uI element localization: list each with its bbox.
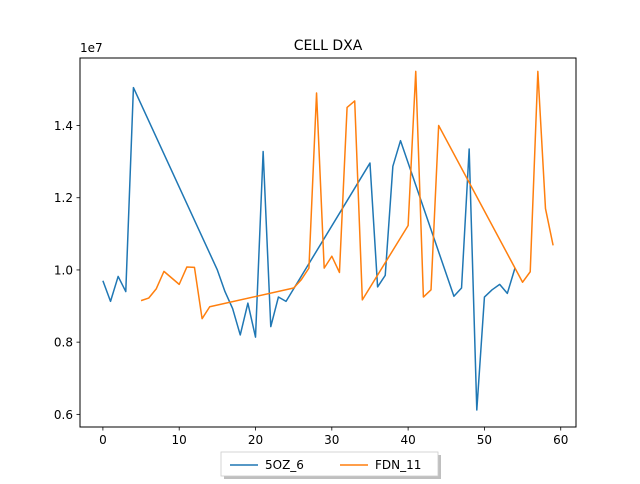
x-tick-label: 10 bbox=[172, 433, 187, 447]
plot-frame bbox=[79, 57, 577, 428]
x-axis: 0 10 20 30 40 50 60 bbox=[99, 427, 568, 447]
series-line-0 bbox=[102, 86, 516, 411]
x-tick-label: 50 bbox=[477, 433, 492, 447]
series-line-1 bbox=[140, 70, 554, 320]
y-tick-label: 1.0 bbox=[54, 263, 73, 277]
x-tick-label: 20 bbox=[248, 433, 263, 447]
chart-title: CELL DXA bbox=[294, 38, 363, 54]
y-offset-label: 1e7 bbox=[80, 41, 103, 55]
legend: 5OZ_6 FDN_11 bbox=[220, 451, 441, 479]
x-tick-label: 30 bbox=[324, 433, 339, 447]
x-tick-label: 0 bbox=[99, 433, 107, 447]
y-axis: 0.6 0.8 1.0 1.2 1.4 bbox=[54, 119, 80, 422]
y-tick-label: 1.4 bbox=[54, 119, 73, 133]
y-tick-label: 0.6 bbox=[54, 408, 73, 422]
x-tick-label: 60 bbox=[553, 433, 568, 447]
x-tick-label: 40 bbox=[400, 433, 415, 447]
y-tick-label: 1.2 bbox=[54, 191, 73, 205]
legend-box bbox=[220, 451, 439, 477]
legend-label-1: FDN_11 bbox=[375, 458, 421, 472]
y-tick-label: 0.8 bbox=[54, 336, 73, 350]
legend-label-0: 5OZ_6 bbox=[265, 458, 304, 472]
plot-area bbox=[102, 70, 554, 411]
